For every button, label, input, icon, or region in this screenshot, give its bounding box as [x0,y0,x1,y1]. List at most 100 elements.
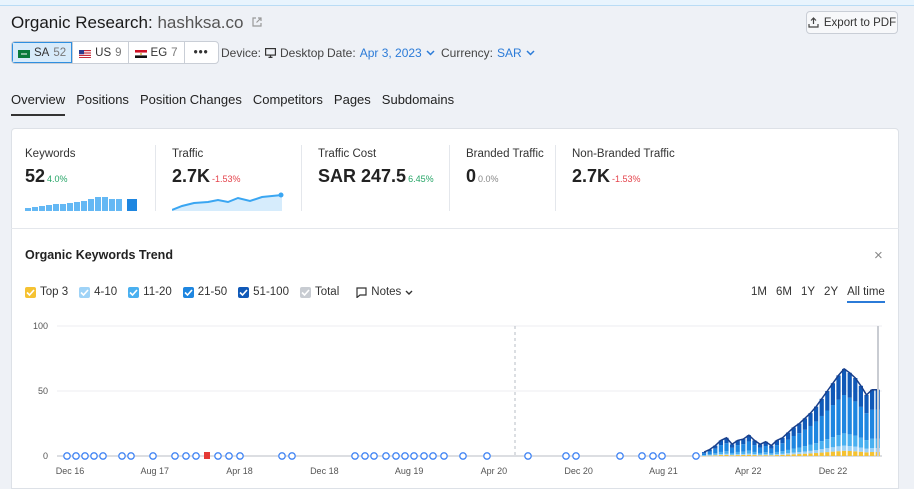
bar-segment [758,455,763,456]
bar-segment [791,454,796,456]
close-icon[interactable]: × [874,247,883,264]
tab-position-changes[interactable]: Position Changes [139,92,242,107]
bar-segment [774,445,779,452]
us-flag-icon [79,49,92,58]
filter-21-50[interactable]: 21-50 [182,286,227,298]
google-update-icon [351,452,359,460]
google-update-icon [90,452,98,460]
x-tick-label: Dec 18 [310,466,339,476]
bar-segment [763,454,768,456]
currency-selector[interactable]: Currency: SAR [441,46,535,60]
bar-segment [864,413,869,441]
bar-segment [858,451,863,456]
notes-dropdown[interactable]: Notes [356,286,413,298]
bar-segment [864,448,869,453]
tab-competitors[interactable]: Competitors [252,92,323,107]
filter-11-20[interactable]: 11-20 [128,286,172,298]
bar-segment [735,455,740,456]
bar-segment [786,454,791,456]
bar-segment [730,455,735,456]
eg-flag-icon [134,49,147,58]
bar-segment [713,453,718,455]
bar-segment [730,447,735,453]
range-all-time[interactable]: All time [847,286,885,303]
google-update-icon [692,452,700,460]
kpi-value: 52 [25,166,46,186]
database-us-button[interactable]: US 9 [73,42,129,63]
kpi-branded-traffic[interactable]: Branded Traffic 0 0.0% [466,148,544,187]
x-tick-label: Dec 20 [564,466,593,476]
bar-segment [836,451,841,456]
kpi-keywords[interactable]: Keywords 52 4.0% [25,148,76,187]
bar-segment [847,372,852,398]
bar-segment [853,378,858,402]
bar-segment [842,368,847,396]
bar-segment [802,451,807,454]
google-update-icon [370,452,378,460]
kpi-traffic-cost[interactable]: Traffic Cost SAR 247.5 6.45% [318,148,434,187]
filter-total[interactable]: Total [299,286,339,298]
bar-segment [780,454,785,456]
bar-segment [730,444,735,448]
chevron-down-icon [526,50,535,56]
range-1m[interactable]: 1M [751,286,767,298]
x-tick-label: Aug 19 [395,466,424,476]
bar-segment [791,435,796,449]
google-update-icon [182,452,190,460]
bar-segment [713,454,718,456]
bar-segment [718,445,723,452]
bar-segment [808,413,813,426]
bar-segment [825,410,830,440]
filter-51-100[interactable]: 51-100 [238,286,289,298]
filter-top3[interactable]: Top 3 [25,286,68,298]
device-selector[interactable]: Device: Desktop [221,46,324,60]
bar-segment [797,423,802,434]
range-2y[interactable]: 2Y [824,286,839,298]
bar-segment [786,449,791,454]
bar-segment [752,454,757,456]
database-eg-button[interactable]: EG 7 [129,42,185,63]
tab-pages[interactable]: Pages [333,92,371,107]
bar-segment [830,437,835,448]
keywords-sparkline [25,197,137,211]
range-6m[interactable]: 6M [775,286,792,298]
bar-segment [825,439,830,449]
range-1y[interactable]: 1Y [800,286,816,298]
kpi-non-branded-traffic[interactable]: Non-Branded Traffic 2.7K -1.53% [572,148,675,187]
bar-segment [707,454,712,456]
bar-segment [724,451,729,454]
bar-segment [797,433,802,448]
bar-segment [802,429,807,447]
tab-subdomains[interactable]: Subdomains [381,92,455,107]
kpi-change: -1.53% [612,174,641,184]
database-code: SA [34,46,50,59]
checkbox-icon [128,286,140,298]
x-tick-label: Aug 21 [649,466,678,476]
notes-label: Notes [371,286,402,298]
tab-positions[interactable]: Positions [76,92,129,107]
bar-segment [774,454,779,456]
bar-segment [791,452,796,455]
more-databases-button[interactable]: ••• [193,46,209,59]
bar-segment [730,452,735,455]
bar-segment [752,445,757,452]
y-tick-label: 0 [43,451,48,461]
database-sa-button[interactable]: SA 52 [12,42,74,63]
google-update-icon [401,452,409,460]
bar-segment [814,421,819,444]
external-link-icon[interactable] [252,12,262,32]
domain-name[interactable]: hashksa.co [157,13,244,32]
sa-flag-icon [18,49,30,58]
export-pdf-button[interactable]: Export to PDF [806,11,898,34]
tab-overview[interactable]: Overview [11,92,66,116]
date-selector[interactable]: Date: Apr 3, 2023 [327,46,435,60]
bar-segment [707,455,712,456]
device-value: Desktop [280,46,325,60]
filter-4-10[interactable]: 4-10 [79,286,117,298]
kpi-traffic[interactable]: Traffic 2.7K -1.53% [172,148,241,187]
x-tick-label: Aug 17 [141,466,170,476]
bar-segment [819,415,824,442]
checkbox-icon [182,286,194,298]
bar-segment [713,448,718,454]
google-update-icon [410,452,418,460]
